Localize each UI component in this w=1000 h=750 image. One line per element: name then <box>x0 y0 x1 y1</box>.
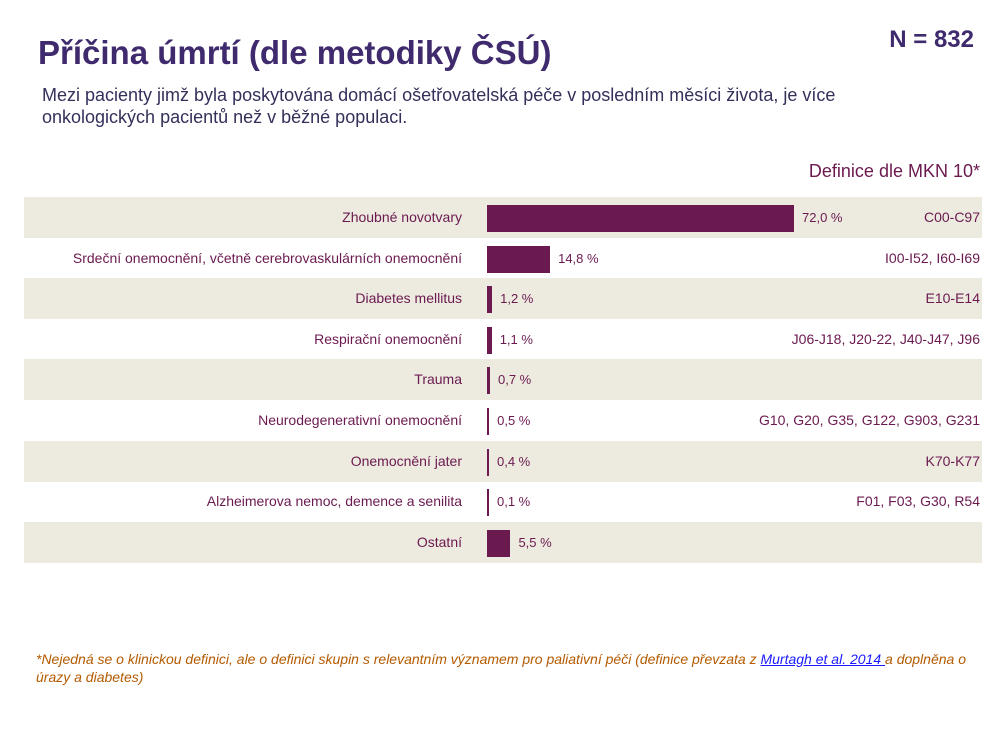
chart-row: Srdeční onemocnění, včetně cerebrovaskul… <box>24 238 982 279</box>
subtitle: Mezi pacienty jimž byla poskytována domá… <box>42 85 836 127</box>
icd-code: J06-J18, J20-22, J40-J47, J96 <box>791 330 980 347</box>
page-title: Příčina úmrtí (dle metodiky ČSÚ) <box>38 34 552 71</box>
value-label: 14,8 % <box>558 250 599 266</box>
value-label: 0,7 % <box>497 372 532 388</box>
chart-row: Respirační onemocnění 1,1 % J06-J18, J20… <box>24 319 982 360</box>
category-label: Onemocnění jater <box>350 452 462 469</box>
icd-code: K70-K77 <box>925 452 980 469</box>
reference-link[interactable]: Murtagh et al. 2014 <box>760 651 886 667</box>
footnote-text-end: a doplněna o úrazy a diabetes) <box>36 651 966 685</box>
chart-row: Trauma 0,7 % <box>24 359 982 401</box>
chart-row: Onemocnění jater 0,4 % K70-K77 <box>24 440 982 482</box>
bar <box>487 286 493 314</box>
category-label: Ostatní <box>416 533 462 550</box>
bar <box>487 448 489 476</box>
category-label: Alzheimerova nemoc, demence a senilita <box>206 493 462 510</box>
chart-row: Alzheimerova nemoc, demence a senilita 0… <box>24 481 982 522</box>
category-label: Respirační onemocnění <box>314 330 462 347</box>
bar <box>487 529 511 557</box>
icd-code: G10, G20, G35, G122, G903, G231 <box>758 412 980 428</box>
sample-size: N = 832 <box>889 26 974 53</box>
icd-code: C00-C97 <box>923 209 980 225</box>
category-label: Zhoubné novotvary <box>342 209 462 225</box>
chart-row: Zhoubné novotvary 72,0 % C00-C97 <box>24 197 982 238</box>
icd-code: I00-I52, I60-I69 <box>885 249 980 266</box>
icd-code: E10-E14 <box>925 290 980 307</box>
bar <box>487 326 492 354</box>
bar <box>487 489 489 517</box>
chart-row: Neurodegenerativní onemocnění 0,5 % G10,… <box>24 400 982 441</box>
value-label: 72,0 % <box>802 210 843 225</box>
value-label: 0,1 % <box>497 494 531 510</box>
category-label: Trauma <box>414 371 462 388</box>
value-label: 1,2 % <box>500 291 534 307</box>
value-label: 1,1 % <box>499 331 533 347</box>
value-label: 0,4 % <box>497 453 531 469</box>
category-label: Srdeční onemocnění, včetně cerebrovaskul… <box>72 249 462 266</box>
bar <box>487 205 794 232</box>
chart-row: Ostatní 5,5 % <box>24 521 982 563</box>
category-label: Diabetes mellitus <box>355 290 462 307</box>
value-label: 0,5 % <box>497 413 531 428</box>
chart-row: Diabetes mellitus 1,2 % E10-E14 <box>24 278 982 320</box>
bar <box>487 408 490 435</box>
footnote-text: *Nejedná se o klinickou definici, ale o … <box>36 651 761 667</box>
category-label: Neurodegenerativní onemocnění <box>258 412 462 428</box>
bar <box>487 367 490 395</box>
definition-header: Definice dle MKN 10* <box>808 161 980 181</box>
icd-code: F01, F03, G30, R54 <box>856 493 980 510</box>
value-label: 5,5 % <box>518 534 552 550</box>
bar <box>487 245 551 273</box>
footnote: *Nejedná se o klinickou definici, ale o … <box>36 650 966 686</box>
